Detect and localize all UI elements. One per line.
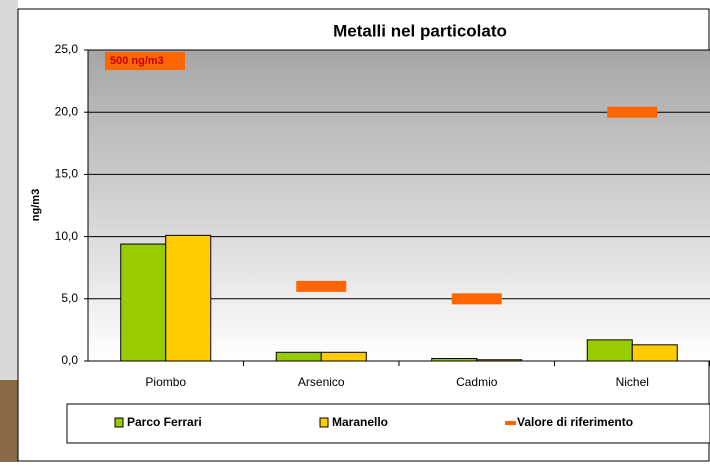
y-tick-label: 10,0 xyxy=(55,229,79,243)
reference-marker xyxy=(607,106,658,118)
y-axis-label: ng/m3 xyxy=(30,189,42,221)
x-tick-label: Nichel xyxy=(616,375,649,389)
bar xyxy=(165,234,212,362)
annotation-box xyxy=(105,52,185,70)
y-tick-label: 0,0 xyxy=(61,353,78,367)
x-tick-label: Arsenico xyxy=(298,375,345,389)
bar xyxy=(120,243,167,362)
y-tick-label: 15,0 xyxy=(55,167,79,181)
x-tick-label: Piombo xyxy=(145,375,186,389)
bar xyxy=(320,351,367,362)
reference-marker xyxy=(451,293,502,305)
background-window xyxy=(0,0,18,462)
y-tick-label: 25,0 xyxy=(55,42,79,56)
x-tick-label: Cadmio xyxy=(456,375,498,389)
y-tick-label: 20,0 xyxy=(55,104,79,118)
y-tick-label: 5,0 xyxy=(61,291,78,305)
legend-swatch xyxy=(114,417,124,428)
legend-swatch xyxy=(319,417,329,428)
legend-swatch xyxy=(505,421,516,425)
annotation: 500 ng/m3 xyxy=(110,55,164,67)
chart-title: Metalli nel particolato xyxy=(333,21,507,40)
legend-label: Valore di riferimento xyxy=(517,415,633,429)
legend xyxy=(66,403,710,444)
bar xyxy=(275,351,322,362)
legend-label: Parco Ferrari xyxy=(127,415,202,429)
reference-marker xyxy=(296,280,347,292)
background-image xyxy=(0,380,18,462)
bar xyxy=(631,344,678,362)
bar xyxy=(586,339,633,362)
legend-label: Maranello xyxy=(332,415,388,429)
